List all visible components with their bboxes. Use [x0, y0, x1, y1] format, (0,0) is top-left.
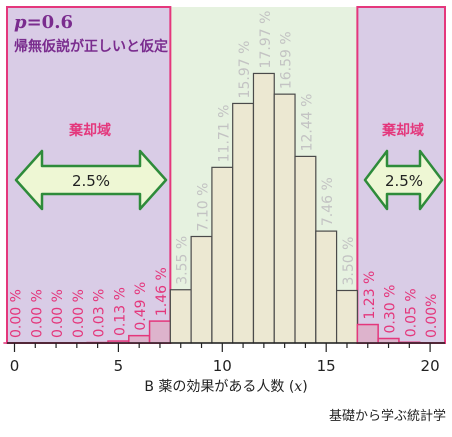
- data-label-8: 3.55 %: [175, 236, 191, 285]
- bar-8: [169, 289, 192, 344]
- bar-17: [356, 323, 379, 344]
- data-label-3: 0.00 %: [71, 289, 87, 338]
- data-label-12: 17.97 %: [258, 11, 274, 69]
- rejection-label-high: 棄却域: [381, 122, 424, 139]
- arrow-high: [363, 149, 444, 211]
- x-tick-label-20: 20: [421, 357, 440, 375]
- bar-7: [148, 320, 172, 344]
- footer-credit: 基礎から学ぶ統計学: [328, 409, 446, 424]
- rejection-percent-low: 2.5%: [72, 172, 110, 190]
- data-label-13: 16.59 %: [279, 31, 295, 89]
- x-tick-label-5: 5: [114, 357, 124, 375]
- data-label-7: 1.46 %: [154, 267, 170, 316]
- data-label-1: 0.00 %: [29, 289, 45, 338]
- chart-title: p=0.6: [14, 12, 73, 33]
- bar-13: [273, 93, 296, 344]
- bar-16: [335, 289, 358, 344]
- rejection-percent-high: 2.5%: [385, 172, 423, 190]
- bar-14: [294, 155, 317, 344]
- data-label-15: 7.46 %: [320, 177, 336, 226]
- bar-6: [128, 334, 151, 344]
- data-label-19: 0.05 %: [403, 288, 419, 337]
- data-label-18: 0.30 %: [383, 285, 399, 334]
- data-label-5: 0.13 %: [112, 287, 128, 336]
- bar-10: [211, 166, 234, 344]
- data-label-14: 12.44 %: [299, 94, 315, 152]
- bar-9: [190, 235, 213, 344]
- x-tick-label-15: 15: [317, 357, 336, 375]
- data-label-20: 0.00%: [424, 294, 440, 338]
- data-label-2: 0.00 %: [50, 289, 66, 338]
- data-label-17: 1.23 %: [362, 271, 378, 320]
- rejection-label-low: 棄却域: [68, 122, 111, 139]
- data-label-6: 0.49 %: [133, 282, 149, 331]
- chart-subtitle: 帰無仮説が正しいと仮定: [14, 38, 168, 55]
- x-axis-label: B 薬の効果がある人数 (x): [144, 379, 307, 395]
- x-tick-label-10: 10: [213, 357, 232, 375]
- data-label-4: 0.03 %: [92, 289, 108, 338]
- data-label-0: 0.00 %: [9, 289, 25, 338]
- data-label-9: 7.10 %: [196, 183, 212, 232]
- bar-15: [315, 230, 338, 344]
- bar-11: [232, 102, 255, 344]
- data-label-16: 3.50 %: [341, 237, 357, 286]
- x-tick-label-0: 0: [10, 357, 20, 375]
- data-label-11: 15.97 %: [237, 41, 253, 99]
- arrow-low: [14, 149, 168, 211]
- data-label-10: 11.71 %: [216, 105, 232, 163]
- bar-12: [252, 72, 275, 344]
